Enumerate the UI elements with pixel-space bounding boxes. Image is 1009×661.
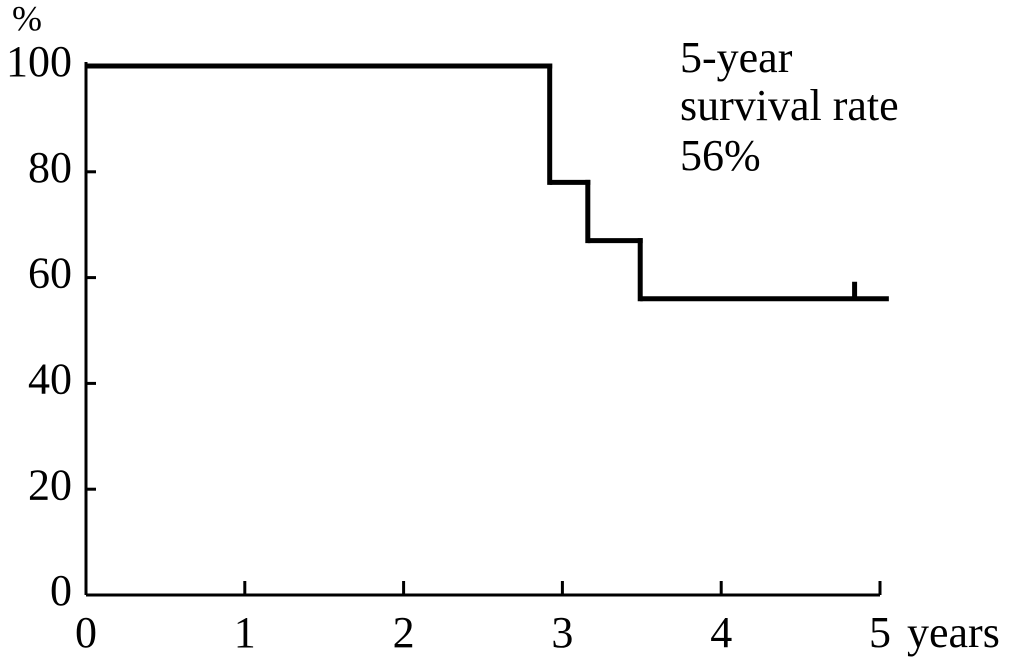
x-axis-label: years <box>907 608 1000 657</box>
y-tick-label: 0 <box>50 566 72 615</box>
x-tick-label: 2 <box>393 608 415 657</box>
annotation: 56% <box>680 131 761 180</box>
y-tick-label: 20 <box>28 460 72 509</box>
y-tick-label: 80 <box>28 143 72 192</box>
y-tick-label: 60 <box>28 249 72 298</box>
x-tick-label: 1 <box>234 608 256 657</box>
y-tick-label: 40 <box>28 354 72 403</box>
x-tick-label: 4 <box>710 608 732 657</box>
y-tick-label: 100 <box>6 37 72 86</box>
x-tick-label: 3 <box>551 608 573 657</box>
y-axis-label: % <box>12 0 42 38</box>
annotation: 5-year <box>680 33 793 82</box>
annotation: survival rate <box>680 81 899 130</box>
x-tick-label: 5 <box>869 608 891 657</box>
x-tick-label: 0 <box>75 608 97 657</box>
